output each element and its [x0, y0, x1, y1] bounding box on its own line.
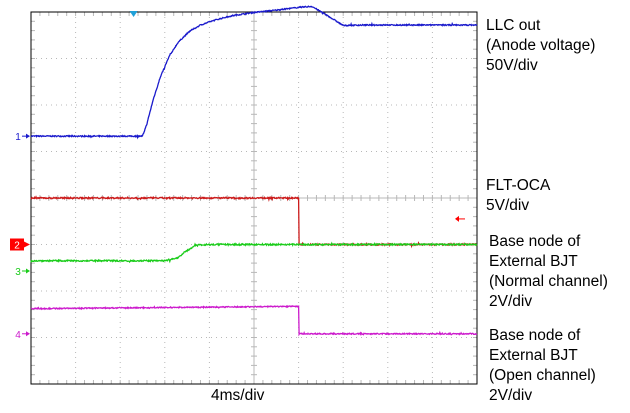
channel-marker-label: 3: [15, 267, 21, 278]
flt-oca-label: FLT-OCA 5V/div: [486, 176, 550, 216]
normal-channel-label-line2: External BJT: [489, 253, 578, 270]
channel-marker-arrow: [26, 268, 30, 274]
llc-out-label-line1: LLC out: [486, 17, 541, 34]
normal-channel-label: Base node of External BJT (Normal channe…: [489, 232, 608, 312]
trace-4: [30, 304, 478, 337]
flt-oca-label-line2: 5V/div: [486, 197, 530, 214]
flt-oca-label-line1: FLT-OCA: [486, 177, 551, 194]
waveform-traces: [30, 5, 478, 337]
channel-marker-arrow: [26, 331, 30, 337]
llc-out-label: LLC out (Anode voltage) 50V/div: [486, 16, 595, 76]
llc-out-label-line2: (Anode voltage): [486, 37, 596, 54]
channel-marker-arrow: [26, 133, 30, 139]
timebase-label: 4ms/div: [211, 387, 265, 404]
normal-channel-label-line3: (Normal channel): [489, 273, 608, 290]
channel-marker-arrow: [24, 241, 30, 248]
channel-markers: 1 2 3 4: [10, 11, 465, 341]
channel-marker-label: 1: [15, 132, 21, 143]
trace-1: [30, 5, 478, 140]
open-channel-label-line4: 2V/div: [489, 387, 533, 404]
normal-channel-label-line1: Base node of: [489, 233, 581, 250]
open-channel-label-line3: (Open channel): [489, 367, 596, 384]
open-channel-label-line1: Base node of: [489, 327, 581, 344]
llc-out-label-line3: 50V/div: [486, 57, 538, 74]
channel-marker-label: 4: [15, 330, 21, 341]
trace-3: [30, 241, 478, 264]
open-channel-label-line2: External BJT: [489, 347, 578, 364]
channel-marker-box: [10, 238, 24, 251]
normal-channel-label-line4: 2V/div: [489, 293, 533, 310]
reference-arrow-icon: [455, 215, 459, 222]
channel-marker-label: 2: [14, 241, 20, 252]
trigger-position-icon: [129, 11, 138, 17]
open-channel-label: Base node of External BJT (Open channel)…: [489, 326, 596, 406]
